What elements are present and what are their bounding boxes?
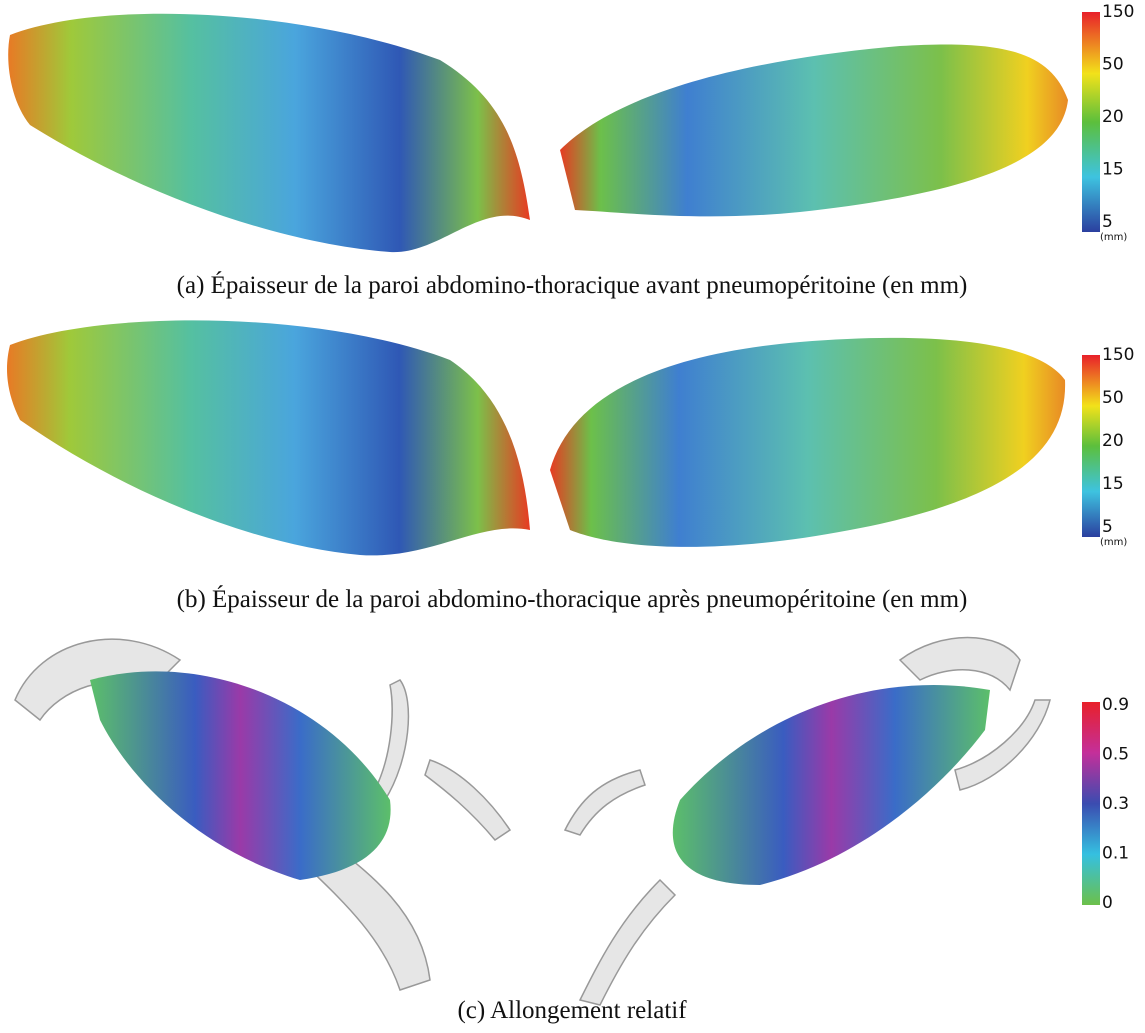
surface-right xyxy=(550,337,1066,547)
colorbar-label: 50 xyxy=(1102,55,1124,75)
skeleton-right xyxy=(563,636,1051,1006)
colorbar-label: 5 xyxy=(1102,517,1113,537)
surface-right xyxy=(672,684,990,885)
colorbar xyxy=(1082,702,1100,905)
colorbar-unit: (mm) xyxy=(1100,537,1127,548)
colorbar-label: 50 xyxy=(1102,388,1124,408)
colorbar-label: 15 xyxy=(1102,474,1124,494)
colorbar-label: 150 xyxy=(1102,2,1134,22)
colorbar-unit: (mm) xyxy=(1100,232,1127,243)
surface-right xyxy=(560,44,1068,217)
colorbar-label: 0 xyxy=(1102,893,1113,913)
colorbar xyxy=(1082,355,1100,537)
colorbar xyxy=(1082,12,1100,232)
colorbar-label: 5 xyxy=(1102,212,1113,232)
surface-left xyxy=(90,671,391,880)
colorbar-label: 0.1 xyxy=(1102,844,1129,864)
colorbar-label: 0.9 xyxy=(1102,695,1129,715)
surface-left xyxy=(7,320,530,556)
colorbar-label: 0.5 xyxy=(1102,745,1129,765)
surface-left xyxy=(8,13,531,253)
caption: (b) Épaisseur de la paroi abdomino-thora… xyxy=(177,585,968,613)
colorbar-label: 150 xyxy=(1102,345,1134,365)
colorbar-label: 20 xyxy=(1102,431,1124,451)
colorbar-label: 0.3 xyxy=(1102,794,1129,814)
caption: (a) Épaisseur de la paroi abdomino-thora… xyxy=(177,271,968,299)
colorbar-label: 20 xyxy=(1102,107,1124,127)
caption: (c) Allongement relatif xyxy=(457,997,687,1024)
colorbar-label: 15 xyxy=(1102,160,1124,180)
